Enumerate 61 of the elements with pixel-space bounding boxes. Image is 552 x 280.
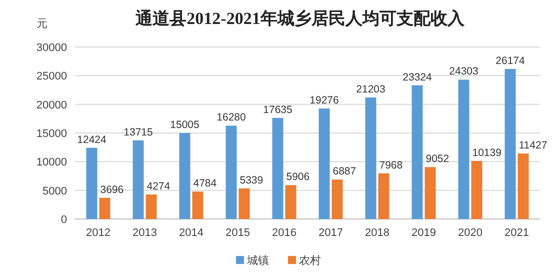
y-tick-label: 30000	[36, 42, 67, 54]
bar	[458, 80, 470, 219]
x-tick-label: 2018	[365, 227, 390, 239]
bar	[179, 132, 190, 219]
bar	[412, 85, 423, 219]
data-label: 13715	[124, 126, 154, 138]
data-label: 16280	[216, 112, 246, 124]
x-tick-label: 2021	[504, 227, 529, 239]
bar	[424, 167, 436, 219]
bar	[378, 173, 390, 219]
bar	[471, 160, 482, 219]
bar	[132, 140, 144, 219]
data-label: 5339	[240, 174, 264, 186]
bar	[285, 185, 296, 219]
bar	[238, 188, 250, 219]
x-tick-label: 2017	[318, 227, 343, 239]
y-tick-label: 5000	[42, 185, 67, 198]
data-label: 4274	[146, 180, 170, 192]
bar	[518, 153, 529, 219]
data-label: 5906	[286, 171, 310, 184]
data-label: 24303	[449, 66, 479, 78]
data-label: 3696	[100, 184, 124, 196]
x-tick-label: 2013	[132, 227, 157, 239]
bar	[99, 198, 110, 219]
bar	[365, 97, 376, 219]
data-label: 23324	[402, 71, 432, 84]
data-label: 11427	[518, 139, 548, 152]
data-label: 4784	[193, 178, 217, 190]
bar	[332, 180, 343, 219]
bar	[504, 68, 516, 219]
y-tick-label: 15000	[36, 128, 67, 140]
legend-label: 农村	[299, 254, 321, 267]
legend-label: 城镇	[246, 254, 269, 267]
data-label: 7968	[379, 159, 403, 172]
y-tick-label: 20000	[36, 99, 67, 112]
y-tick-label: 10000	[36, 156, 67, 169]
y-axis-title: 元	[36, 18, 48, 30]
bar	[272, 118, 284, 219]
chart-title: 通道县2012-2021年城乡居民人均可支配收入	[134, 9, 466, 28]
x-tick-label: 2019	[412, 227, 436, 239]
bar	[226, 126, 237, 219]
bar	[146, 194, 157, 219]
data-label: 9052	[426, 153, 450, 166]
data-label: 15005	[170, 118, 200, 131]
data-label: 12424	[77, 134, 107, 146]
data-label: 17635	[263, 104, 293, 116]
x-tick-label: 2015	[226, 227, 250, 239]
bar	[318, 108, 330, 219]
x-tick-label: 2016	[272, 227, 296, 239]
data-label: 6887	[332, 166, 356, 178]
data-label: 10139	[472, 146, 502, 159]
data-label: 21203	[356, 83, 386, 96]
y-tick-label: 25000	[36, 70, 67, 83]
x-tick-label: 2012	[86, 227, 110, 239]
bar	[86, 148, 98, 219]
bar	[192, 192, 204, 219]
data-label: 19276	[310, 94, 340, 106]
x-tick-label: 2020	[458, 227, 482, 239]
x-tick-label: 2014	[179, 227, 204, 239]
y-tick-label: 0	[60, 214, 67, 226]
data-label: 26174	[496, 54, 526, 67]
